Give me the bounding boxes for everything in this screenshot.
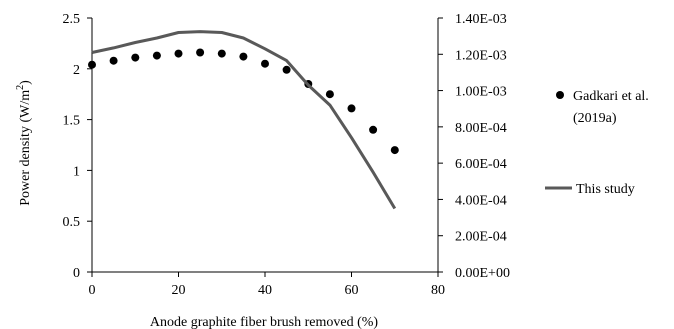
y2-tick-label: 4.00E-04: [455, 193, 507, 208]
data-point-gadkari: [261, 59, 269, 68]
y2-tick-label: 1.00E-03: [455, 85, 507, 100]
y-axis-title-main: Power density (W/m: [18, 90, 33, 206]
data-point-gadkari: [369, 125, 378, 134]
data-point-gadkari: [390, 146, 399, 155]
y2-tick-label: 1.40E-03: [455, 12, 507, 27]
legend-marker-gadkari: [556, 91, 564, 99]
data-point-gadkari: [217, 49, 226, 58]
y-tick-label: 1.5: [63, 114, 81, 129]
data-point-gadkari: [152, 51, 161, 60]
axes: 0 20 40 60 80 0 0.5 1 1.5 2 2.5 0.00E+00 2.00E-04 4.0…: [63, 12, 510, 298]
data-point-gadkari: [109, 56, 118, 65]
y2-tick-label: 2.00E-04: [455, 230, 507, 245]
y-tick-label: 0: [73, 266, 80, 281]
data-point-gadkari: [88, 60, 96, 69]
x-tick-label: 40: [258, 283, 272, 298]
y-tick-label: 2.5: [63, 12, 81, 27]
y-tick-label: 0.5: [63, 215, 81, 230]
series-line-this-study: [91, 30, 397, 210]
y2-tick-label: 6.00E-04: [455, 157, 507, 172]
y-tick-label: 1: [73, 164, 80, 179]
legend: Gadkari et al. (2019a) This study: [545, 89, 649, 197]
data-point-gadkari: [174, 49, 183, 58]
y2-tick-label: 1.20E-03: [455, 48, 507, 63]
y-axis-title-sup: 2: [15, 85, 26, 90]
y-tick-label: 2: [73, 63, 80, 78]
data-point-gadkari: [131, 53, 140, 62]
data-point-gadkari: [325, 90, 334, 99]
legend-label-gadkari: Gadkari et al.: [573, 89, 649, 104]
y2-tick-label: 8.00E-04: [455, 121, 507, 136]
plot-area: [88, 30, 399, 210]
y-axis-title: Power density (W/m2): [15, 80, 33, 206]
data-point-gadkari: [239, 52, 248, 61]
legend-label-gadkari: (2019a): [573, 111, 617, 126]
x-axis-title: Anode graphite fiber brush removed (%): [150, 315, 379, 329]
data-point-gadkari: [196, 48, 205, 57]
legend-label-this-study: This study: [576, 182, 635, 197]
x-tick-label: 0: [89, 283, 96, 298]
y-axis-title-close: ): [18, 80, 33, 85]
x-tick-label: 20: [172, 283, 186, 298]
x-tick-label: 80: [431, 283, 445, 298]
y2-tick-label: 0.00E+00: [455, 266, 510, 281]
x-tick-label: 60: [345, 283, 359, 298]
data-point-gadkari: [282, 65, 291, 74]
data-point-gadkari: [347, 104, 356, 113]
